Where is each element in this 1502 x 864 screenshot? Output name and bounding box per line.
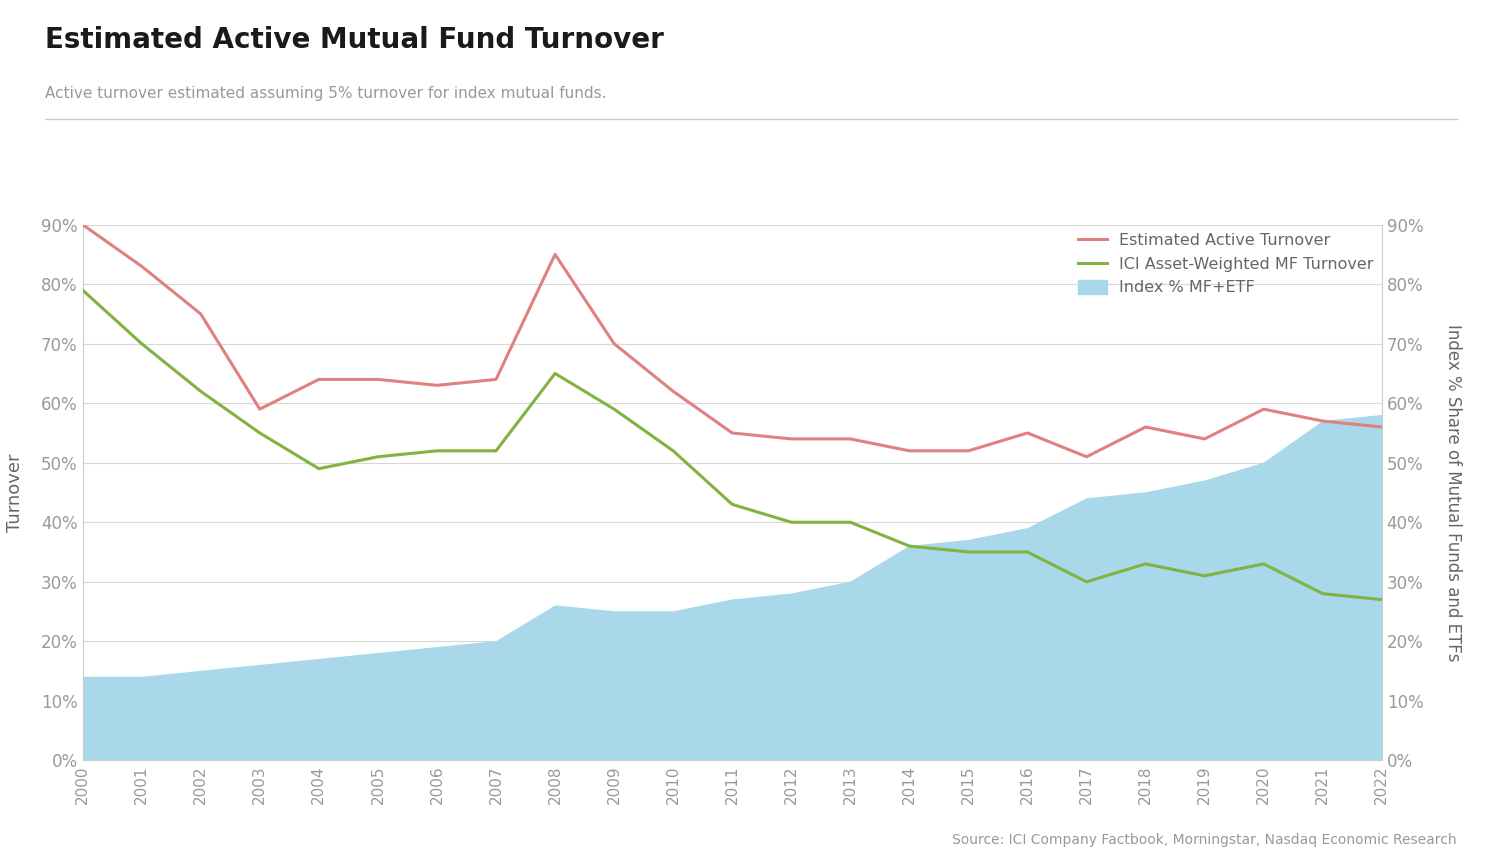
Legend: Estimated Active Turnover, ICI Asset-Weighted MF Turnover, Index % MF+ETF: Estimated Active Turnover, ICI Asset-Wei… bbox=[1078, 232, 1374, 295]
Y-axis label: Turnover: Turnover bbox=[6, 454, 24, 531]
Text: Estimated Active Mutual Fund Turnover: Estimated Active Mutual Fund Turnover bbox=[45, 26, 664, 54]
Text: Source: ICI Company Factbook, Morningstar, Nasdaq Economic Research: Source: ICI Company Factbook, Morningsta… bbox=[952, 833, 1457, 847]
Y-axis label: Index % Share of Mutual Funds and ETFs: Index % Share of Mutual Funds and ETFs bbox=[1445, 324, 1463, 661]
Text: Active turnover estimated assuming 5% turnover for index mutual funds.: Active turnover estimated assuming 5% tu… bbox=[45, 86, 607, 101]
